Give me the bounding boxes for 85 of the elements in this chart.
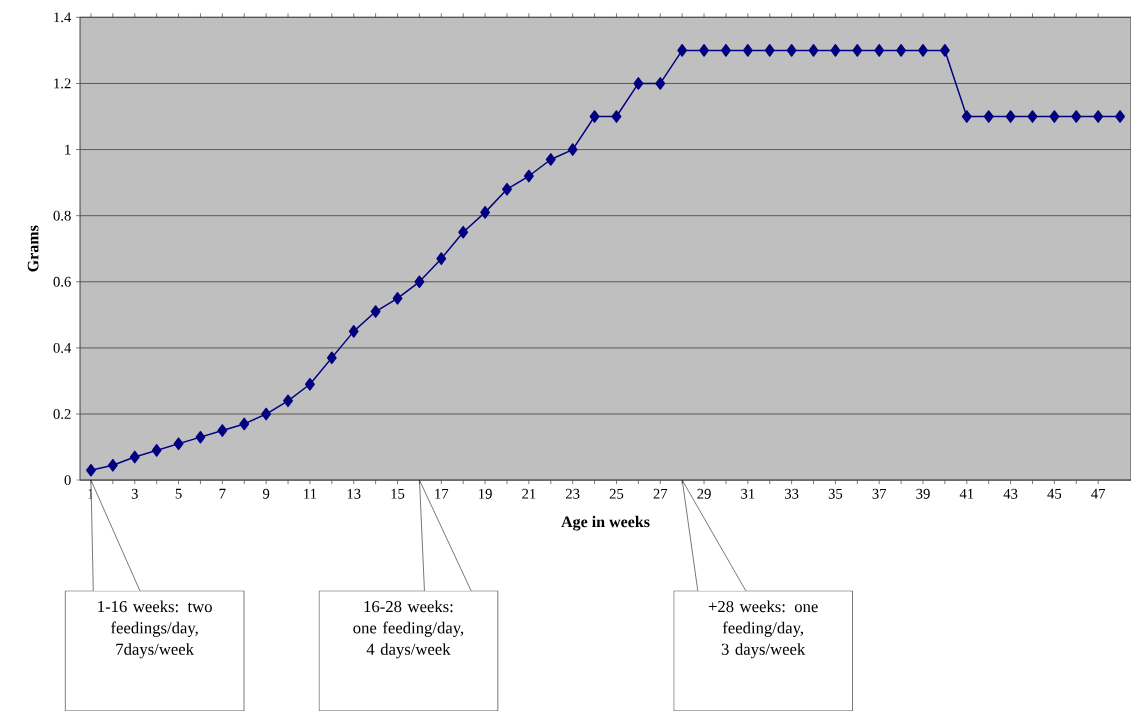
x-tick-label: 45 xyxy=(1047,488,1062,499)
text: +28 weeks: one feeding/day, 3 days/week xyxy=(708,600,818,659)
y-tick-label: 0 xyxy=(64,475,71,486)
point xyxy=(370,305,381,318)
point xyxy=(239,417,250,431)
point xyxy=(217,424,228,437)
x-tick-label: 41 xyxy=(959,488,974,499)
x-tick-label: 3 xyxy=(131,488,138,499)
point xyxy=(195,430,206,444)
x-tick-label: 19 xyxy=(479,488,492,499)
point xyxy=(589,110,600,123)
y-tick-label: 1.2 xyxy=(54,78,71,89)
x-tick-label: 43 xyxy=(1003,488,1018,499)
point xyxy=(283,394,293,408)
x-tick-label: 11 xyxy=(304,488,317,499)
point xyxy=(523,169,534,183)
point xyxy=(1049,110,1060,123)
x-tick-label: 9 xyxy=(262,488,270,499)
point xyxy=(86,463,96,477)
point xyxy=(1027,110,1038,123)
point xyxy=(677,44,688,57)
x-tick-label: 5 xyxy=(175,488,182,499)
point xyxy=(129,450,140,464)
point xyxy=(502,182,512,196)
x-tick-label: 47 xyxy=(1091,488,1106,499)
point xyxy=(721,44,731,57)
x-tick-label: 37 xyxy=(872,488,887,499)
point xyxy=(655,77,666,90)
x-tick-label: 1 xyxy=(88,488,94,499)
point xyxy=(480,206,491,219)
point xyxy=(764,44,775,57)
point xyxy=(567,143,578,156)
x-tick-label: 27 xyxy=(653,488,668,499)
point xyxy=(808,44,819,57)
point xyxy=(392,292,403,305)
x-tick-label: 23 xyxy=(565,488,580,499)
point xyxy=(348,325,359,338)
point xyxy=(261,407,272,421)
x-tick-label: 25 xyxy=(609,488,624,499)
point xyxy=(918,44,928,57)
point xyxy=(326,351,337,365)
text: 1-16 weeks: two feedings/day, 7days/week xyxy=(98,600,212,659)
x-tick-label: 15 xyxy=(391,488,405,499)
text: 16-28 weeks: one feeding/day, 4 days/week xyxy=(353,600,464,659)
point xyxy=(1115,110,1125,123)
y-tick-label: 1.4 xyxy=(54,12,72,23)
point xyxy=(458,225,469,239)
point xyxy=(414,275,425,289)
point xyxy=(436,252,447,266)
x-tick-label: 35 xyxy=(828,488,843,499)
x-tick-label: 7 xyxy=(219,488,226,499)
point xyxy=(173,437,184,451)
point xyxy=(786,44,797,57)
y-tick-label: 0.6 xyxy=(53,276,71,287)
point xyxy=(939,44,950,57)
point xyxy=(633,77,644,90)
point xyxy=(611,110,622,123)
point xyxy=(1005,110,1016,123)
point xyxy=(874,44,885,57)
point xyxy=(699,44,709,57)
y-tick-label: 0.2 xyxy=(53,409,71,420)
y-tick-label: 0.8 xyxy=(53,210,71,221)
x-tick-label: 33 xyxy=(785,488,799,499)
point xyxy=(983,110,994,123)
y-tick-label: 0.4 xyxy=(53,343,72,353)
point xyxy=(742,44,753,57)
x-axis-title: Age in weeks xyxy=(561,515,650,531)
point xyxy=(961,110,972,123)
x-tick-label: 39 xyxy=(916,488,930,499)
point xyxy=(830,44,841,57)
point xyxy=(896,44,907,57)
x-tick-label: 17 xyxy=(435,488,449,499)
point xyxy=(852,44,863,57)
y-tick-label: 1 xyxy=(65,144,71,155)
point xyxy=(304,378,315,391)
x-tick-label: 31 xyxy=(741,488,755,499)
point xyxy=(151,444,162,457)
x-tick-label: 13 xyxy=(347,488,361,499)
x-tick-label: 29 xyxy=(697,488,711,499)
point xyxy=(1071,110,1082,123)
x-tick-label: 21 xyxy=(522,488,536,499)
point xyxy=(1093,110,1104,123)
y-axis-title: Grams xyxy=(27,225,39,272)
point xyxy=(107,458,118,472)
point xyxy=(545,153,556,166)
